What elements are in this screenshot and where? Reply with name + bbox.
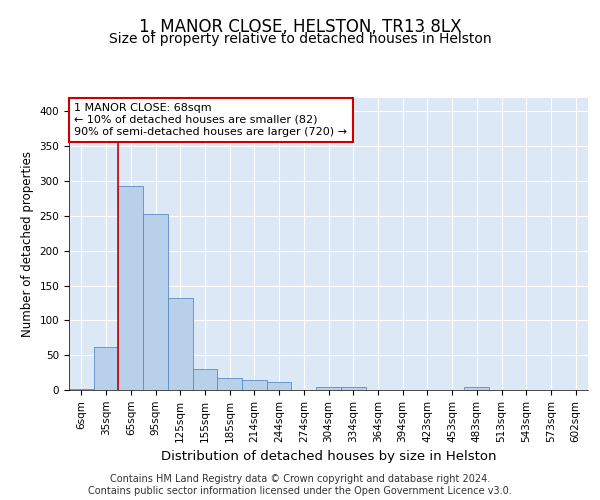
Bar — [168, 298, 193, 390]
Text: Contains HM Land Registry data © Crown copyright and database right 2024.: Contains HM Land Registry data © Crown c… — [110, 474, 490, 484]
Text: 1, MANOR CLOSE, HELSTON, TR13 8LX: 1, MANOR CLOSE, HELSTON, TR13 8LX — [139, 18, 461, 36]
Bar — [217, 378, 242, 390]
Bar — [118, 186, 143, 390]
Bar — [193, 369, 217, 390]
Bar — [242, 380, 267, 390]
Bar — [94, 347, 118, 390]
Text: Contains public sector information licensed under the Open Government Licence v3: Contains public sector information licen… — [88, 486, 512, 496]
Bar — [464, 387, 489, 390]
Bar — [69, 388, 94, 390]
Bar — [267, 382, 292, 390]
X-axis label: Distribution of detached houses by size in Helston: Distribution of detached houses by size … — [161, 450, 496, 463]
Bar — [143, 214, 168, 390]
Bar — [316, 387, 341, 390]
Bar — [341, 386, 365, 390]
Y-axis label: Number of detached properties: Number of detached properties — [21, 151, 34, 337]
Text: Size of property relative to detached houses in Helston: Size of property relative to detached ho… — [109, 32, 491, 46]
Text: 1 MANOR CLOSE: 68sqm
← 10% of detached houses are smaller (82)
90% of semi-detac: 1 MANOR CLOSE: 68sqm ← 10% of detached h… — [74, 104, 347, 136]
